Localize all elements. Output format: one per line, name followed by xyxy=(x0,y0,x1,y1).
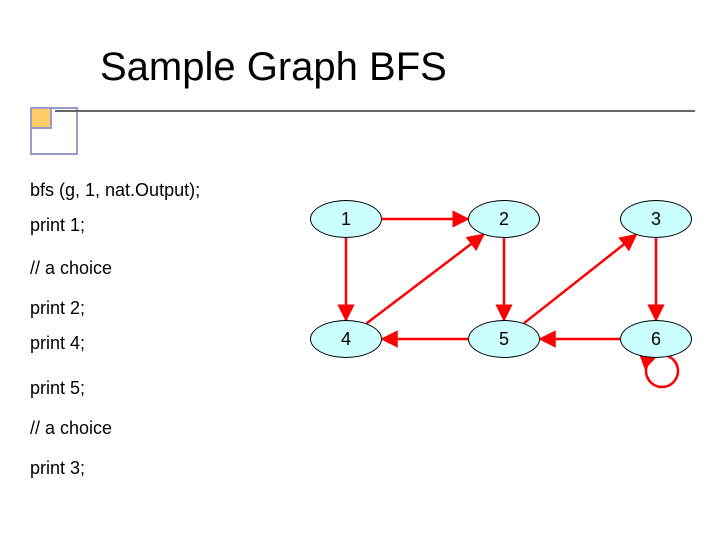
graph-node: 5 xyxy=(468,320,540,358)
graph-node: 4 xyxy=(310,320,382,358)
code-line: // a choice xyxy=(30,418,112,439)
graph-node: 3 xyxy=(620,200,692,238)
graph-node: 2 xyxy=(468,200,540,238)
code-line: print 1; xyxy=(30,215,85,236)
slide-title: Sample Graph BFS xyxy=(100,45,447,90)
code-line: print 3; xyxy=(30,458,85,479)
title-underline xyxy=(55,110,695,112)
edge-loop xyxy=(646,355,678,387)
code-line: bfs (g, 1, nat.Output); xyxy=(30,180,200,201)
edge xyxy=(524,235,636,323)
graph-node: 6 xyxy=(620,320,692,358)
edge xyxy=(367,235,484,324)
code-line: print 4; xyxy=(30,333,85,354)
graph-node: 1 xyxy=(310,200,382,238)
title-bullet-icon xyxy=(30,107,78,155)
code-line: // a choice xyxy=(30,258,112,279)
code-line: print 2; xyxy=(30,298,85,319)
code-line: print 5; xyxy=(30,378,85,399)
graph-diagram: 1 2 3 4 5 6 xyxy=(290,190,710,410)
